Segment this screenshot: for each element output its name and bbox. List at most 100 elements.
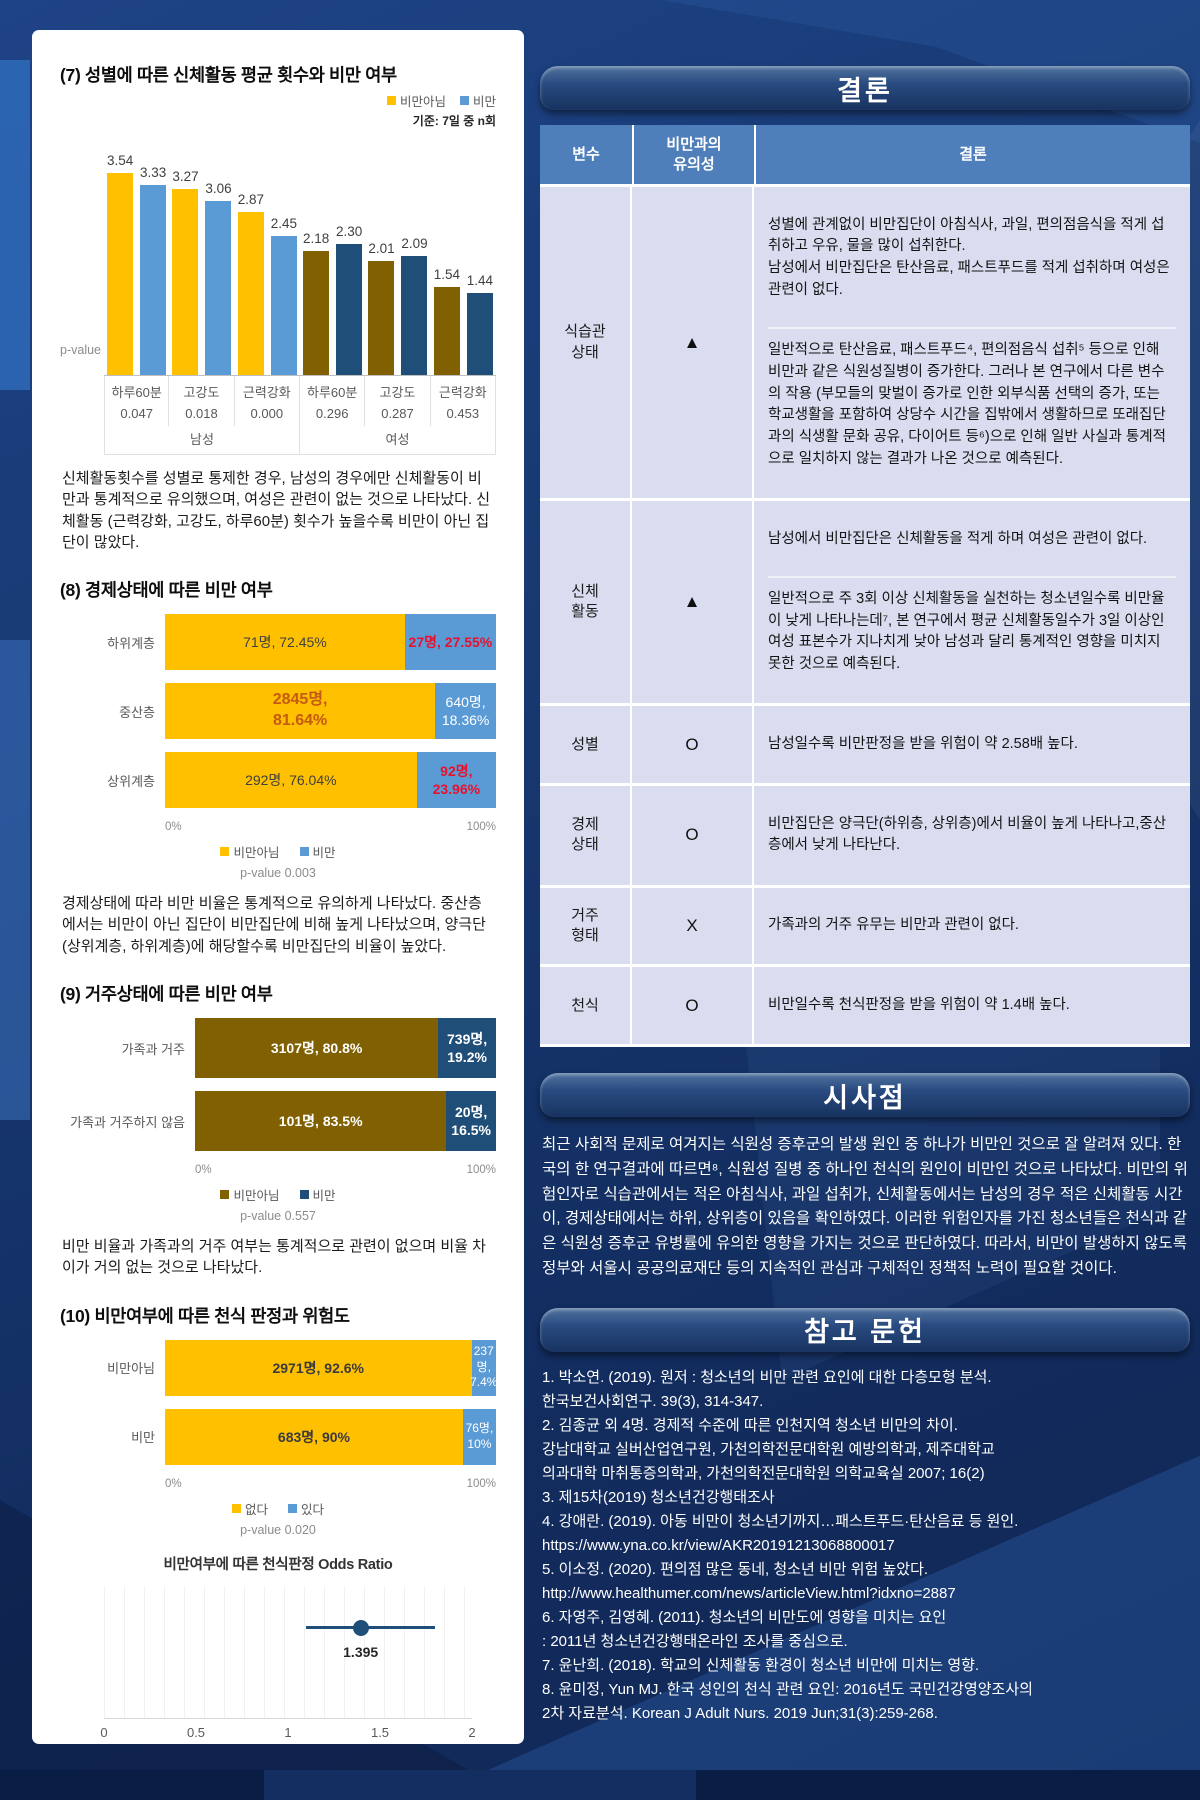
segment-right: 640명, 18.36% [435,683,496,740]
legend-item: 비만아님 [220,842,280,861]
conclusion-paragraph: 남성에서 비만집단은 신체활동을 적게 하며 여성은 관련이 없다. [768,530,1148,547]
segment-left: 2845명, 81.64% [165,683,436,740]
variable-cell: 식습관 상태 [540,187,632,498]
segment-label: 27명, 27.55% [408,634,493,651]
legend-label: 비만아님 [233,1189,280,1204]
segment-left: 71명, 72.45% [165,614,405,671]
section9-title: (9) 거주상태에 따른 비만 여부 [60,984,273,1005]
references-list: 1. 박소연. (2019). 원저 : 청소년의 비만 관련 요인에 대한 다… [542,1366,1188,1726]
reference-line: 강남대학교 실버산업연구원, 가천의학전문대학원 예방의학과, 제주대학교 [542,1440,995,1458]
table-row: 거주 형태 X 가족과의 거주 유무는 비만과 관련이 없다. [540,887,1190,968]
legend-swatch [299,1190,309,1200]
conclusion-paragraph: 비만일수록 천식판정을 받을 위험이 약 1.4배 높다. [768,996,1070,1013]
segment-left: 2971명, 92.6% [165,1339,472,1396]
variable-cell: 신체 활동 [540,501,632,704]
segment-label: 76명, 10% [465,1421,494,1451]
chart7-pvalue-rowlabel: p-value [60,343,101,357]
left-edge-accent [0,60,30,390]
bar-value-label: 2.09 [401,236,428,251]
row-label: 하위계층 [107,635,155,651]
economy-obesity-chart: 하위계층 71명, 72.45% 27명, 27.55% 중산층 2845명, 81.6… [60,614,496,880]
segment-label: 292명, 76.04% [245,772,337,789]
category-label: 하루60분 [111,385,162,400]
gender-label: 여성 [300,426,496,455]
stacked-row: 비만아님 2971명, 92.6% 237명, 7.4% [60,1339,497,1396]
p-value-label: p-value 0.003 [240,866,316,881]
row-label: 비만아님 [107,1361,155,1377]
odds-ratio-plot: 1.395 [104,1585,472,1719]
p-value: 0.453 [446,406,480,421]
residence-obesity-chart: 가족과 거주 3107명, 80.8% 739명, 19.2% 가족과 거주하지 않음… [60,1018,496,1223]
bar-group: 2.01 2.09 [365,236,430,375]
segment-left: 683명, 90% [165,1408,463,1465]
segment-left: 3107명, 80.8% [195,1018,439,1079]
conclusion-cell: 비만일수록 천식판정을 받을 위험이 약 1.4배 높다. [754,967,1190,1044]
reference-line: https://www.yna.co.kr/view/AKR2019121306… [542,1536,895,1554]
stacked-bar: 3107명, 80.8% 739명, 19.2% [195,1018,496,1079]
axis-tick: 2 [468,1724,476,1740]
p-value-label: p-value 0.557 [240,1209,316,1224]
legend-item: 비만아님 [220,1185,280,1204]
bar-value-label: 2.01 [368,241,395,256]
conclusion-paragraph: 일반적으로 탄산음료, 패스트푸드⁴, 편의점음식 섭취⁵ 등으로 인해 비만과… [768,327,1176,482]
variable-cell: 성별 [540,706,632,783]
stacked-row: 비만 683명, 90% 76명, 10% [60,1408,496,1465]
footer-bar [0,1770,1200,1800]
segment-right: 739명, 19.2% [438,1018,496,1079]
row-label: 가족과 거주하지 않음 [70,1114,185,1130]
left-edge-accent [0,640,30,1120]
asthma-obesity-chart: 비만아님 2971명, 92.6% 237명, 7.4% 비만 683명, 90% 76명… [60,1339,497,1537]
variable-cell: 경제 상태 [540,786,632,885]
table-row: 신체 활동 ▲ 남성에서 비만집단은 신체활동을 적게 하며 여성은 관련이 없다.… [540,501,1190,707]
conclusion-paragraph: 성별에 관계없이 비만집단이 아침식사, 과일, 편의점음식을 적게 섭취하고 … [768,216,1170,298]
implications-header-label: 시사점 [823,1082,907,1113]
axis-tick: 1.5 [370,1724,390,1740]
chart-legend: 비만아님 비만 [60,1185,496,1204]
segment-left: 292명, 76.04% [165,752,417,809]
odds-ratio-axis: 0 0.5 1 1.5 2 [100,1724,476,1744]
table-row: 천식 O 비만일수록 천식판정을 받을 위험이 약 1.4배 높다. [540,967,1190,1047]
segment-label: 640명, 18.36% [441,694,490,729]
axis-tick: 0% [165,821,182,834]
chart-legend: 없다 있다 [60,1499,496,1518]
stacked-row: 가족과 거주하지 않음 101명, 83.5% 20명, 16.5% [60,1091,496,1152]
axis-tick: 0 [100,1724,108,1740]
legend-label: 비만 [312,1189,336,1204]
legend-item: 비만아님 [386,91,446,110]
bar-not-obese: 3.27 [172,169,199,375]
legend-swatch [220,847,230,857]
significance-cell: ▲ [632,501,754,704]
segment-label: 101명, 83.5% [278,1112,363,1129]
conclusion-cell: 가족과의 거주 유무는 비만과 관련이 없다. [754,888,1190,965]
reference-line: 8. 윤미정, Yun MJ. 한국 성인의 천식 관련 요인: 2016년도 … [542,1680,1033,1698]
conclusion-cell: 성별에 관계없이 비만집단이 아침식사, 과일, 편의점음식을 적게 섭취하고 … [754,187,1190,498]
bar-value-label: 3.27 [172,169,199,184]
conclusion-paragraph: 남성일수록 비만판정을 받을 위험이 약 2.58배 높다. [768,735,1078,752]
stacked-row: 가족과 거주 3107명, 80.8% 739명, 19.2% [60,1018,496,1079]
col-significance: 비만과의 유의성 [632,125,754,184]
legend-swatch [299,847,309,857]
legend-label: 없다 [244,1502,268,1517]
bar-obese: 3.06 [205,181,232,375]
axis-tick: 100% [466,821,496,834]
table-row: 경제 상태 O 비만집단은 양극단(하위층, 상위층)에서 비율이 높게 나타나고,… [540,786,1190,888]
conclusion-table: 변수 비만과의 유의성 결론 식습관 상태 ▲ 성별에 관계없이 비만집단이 아침식… [540,125,1190,1047]
odds-ratio-title: 비만여부에 따른 천식판정 Odds Ratio [163,1556,393,1573]
bar-value-label: 2.30 [336,224,363,239]
p-value: 0.018 [185,406,218,421]
x-axis: 0% 100% [165,821,496,833]
segment-right: 237명, 7.4% [470,1339,497,1396]
stacked-row: 하위계층 71명, 72.45% 27명, 27.55% [60,614,496,671]
category-label: 근력강화 [438,385,487,400]
references-header: 참고 문헌 [540,1307,1190,1352]
bar-value-label: 3.06 [205,181,232,196]
legend-swatch [288,1503,297,1513]
legend-swatch-notobese [386,96,396,105]
stacked-bar: 2845명, 81.64% 640명, 18.36% [165,683,496,740]
axis-cell: 고강도 0.287 [365,376,431,426]
axis-tick: 100% [466,1164,496,1177]
segment-right: 20명, 16.5% [446,1091,496,1152]
bar-obese: 1.44 [467,273,493,375]
row-label: 가족과 거주 [121,1041,185,1057]
reference-line: 2차 자료분석. Korean J Adult Nurs. 2019 Jun;3… [542,1704,938,1722]
